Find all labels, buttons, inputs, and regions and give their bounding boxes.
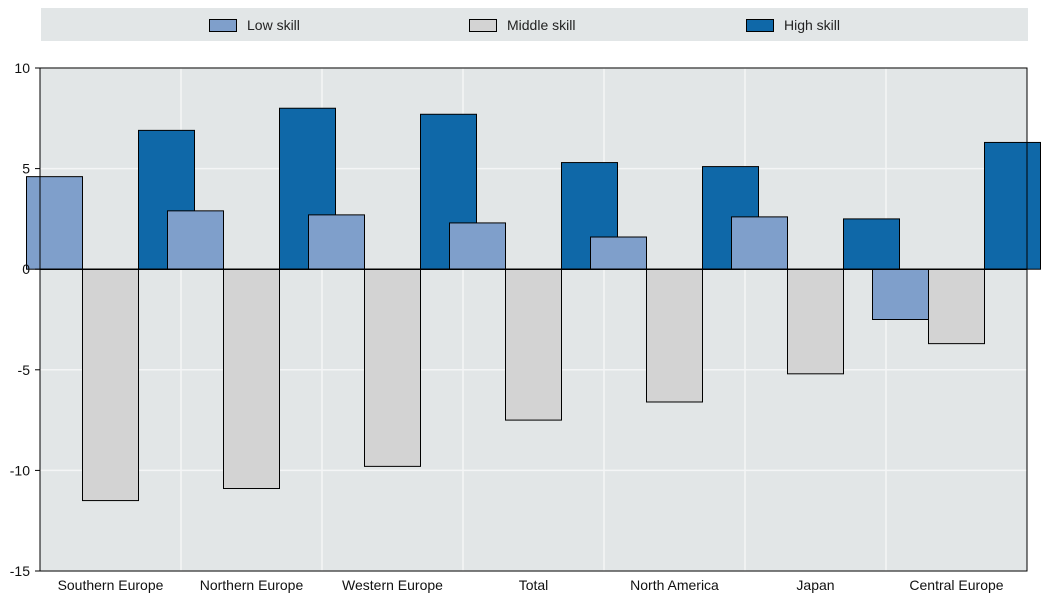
bar-middle-skill	[82, 268, 139, 502]
bar-high-skill	[984, 141, 1041, 270]
legend-item-high-skill: High skill	[746, 16, 840, 34]
bar-low-skill	[26, 176, 83, 270]
plot-frame	[39, 67, 1028, 572]
legend-swatch-middle-skill	[469, 18, 497, 32]
bar-low-skill	[167, 210, 224, 270]
bar-middle-skill	[505, 268, 562, 421]
x-tick-label: Central Europe	[909, 577, 1003, 593]
bar-low-skill	[872, 268, 929, 321]
y-tick-label: 10	[14, 60, 30, 76]
bar-low-skill	[308, 214, 365, 270]
x-tick-label: Japan	[796, 577, 834, 593]
y-tick-label: 0	[22, 261, 30, 277]
bar-low-skill	[449, 222, 506, 270]
legend-label-high-skill: High skill	[784, 17, 841, 33]
bar-high-skill	[843, 218, 900, 270]
x-tick-label: Total	[519, 577, 549, 593]
legend-swatch-high-skill	[746, 18, 774, 32]
bar-middle-skill	[364, 268, 421, 467]
bar-middle-skill	[787, 268, 844, 375]
axes	[35, 67, 1028, 572]
legend-label-middle-skill: Middle skill	[507, 17, 576, 33]
bars	[26, 107, 1041, 502]
bar-low-skill	[731, 216, 788, 270]
x-tick-label: North America	[630, 577, 719, 593]
legend: Low skill Middle skill High skill	[41, 8, 1028, 41]
legend-item-middle-skill: Middle skill	[469, 16, 575, 34]
y-tick-label: -15	[10, 563, 30, 579]
bar-middle-skill	[646, 268, 703, 403]
y-tick-label: -5	[18, 362, 31, 378]
bar-middle-skill	[928, 268, 985, 345]
legend-swatch-low-skill	[209, 18, 237, 32]
bar-low-skill	[590, 236, 647, 270]
bar-middle-skill	[223, 268, 280, 490]
y-tick-label: -10	[10, 462, 30, 478]
x-tick-label: Northern Europe	[200, 577, 304, 593]
legend-label-low-skill: Low skill	[247, 17, 300, 33]
y-tick-label: 5	[22, 161, 30, 177]
x-tick-label: Western Europe	[342, 577, 443, 593]
x-tick-label: Southern Europe	[58, 577, 164, 593]
legend-item-low-skill: Low skill	[209, 16, 300, 34]
tick-labels: 10 5 0 -5 -10 -15 Southern Europe Northern Euro…	[10, 60, 1004, 593]
